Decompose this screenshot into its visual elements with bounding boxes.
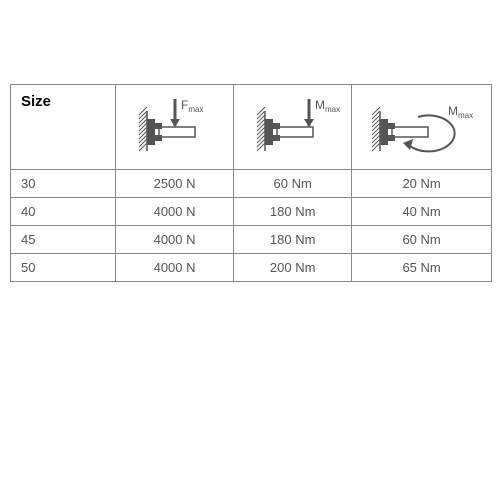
mtors-cell: 65 Nm (352, 254, 491, 282)
fmax-header: Fmax (116, 85, 234, 170)
size-cell: 50 (11, 254, 116, 282)
mtors-cell: 40 Nm (352, 198, 491, 226)
size-cell: 30 (11, 170, 116, 198)
moment-torsion-icon: Mmax (362, 97, 482, 157)
table-row: 50 4000 N 200 Nm 65 Nm (11, 254, 491, 282)
svg-text:Mmax: Mmax (315, 98, 340, 114)
mtors-cell: 60 Nm (352, 226, 491, 254)
size-header: Size (11, 85, 116, 170)
fmax-cell: 4000 N (116, 226, 234, 254)
mbend-cell: 200 Nm (234, 254, 352, 282)
force-icon: Fmax (125, 97, 225, 157)
mmax-tors-header: Mmax (352, 85, 491, 170)
size-cell: 45 (11, 226, 116, 254)
fmax-cell: 2500 N (116, 170, 234, 198)
table-row: 45 4000 N 180 Nm 60 Nm (11, 226, 491, 254)
mmax-bend-header: Mmax (234, 85, 352, 170)
fmax-cell: 4000 N (116, 254, 234, 282)
spec-table-frame: Size Fmax Mmax Mmax 30 2500 N 60 Nm 20 N… (10, 84, 492, 282)
spec-table: Size Fmax Mmax Mmax 30 2500 N 60 Nm 20 N… (11, 85, 491, 281)
size-cell: 40 (11, 198, 116, 226)
table-row: 40 4000 N 180 Nm 40 Nm (11, 198, 491, 226)
fmax-cell: 4000 N (116, 198, 234, 226)
mbend-cell: 180 Nm (234, 226, 352, 254)
svg-text:Fmax: Fmax (181, 98, 203, 114)
svg-text:Mmax: Mmax (448, 104, 473, 120)
header-row: Size Fmax Mmax Mmax (11, 85, 491, 170)
mtors-cell: 20 Nm (352, 170, 491, 198)
mbend-cell: 60 Nm (234, 170, 352, 198)
mbend-cell: 180 Nm (234, 198, 352, 226)
table-row: 30 2500 N 60 Nm 20 Nm (11, 170, 491, 198)
moment-bend-icon: Mmax (243, 97, 343, 157)
